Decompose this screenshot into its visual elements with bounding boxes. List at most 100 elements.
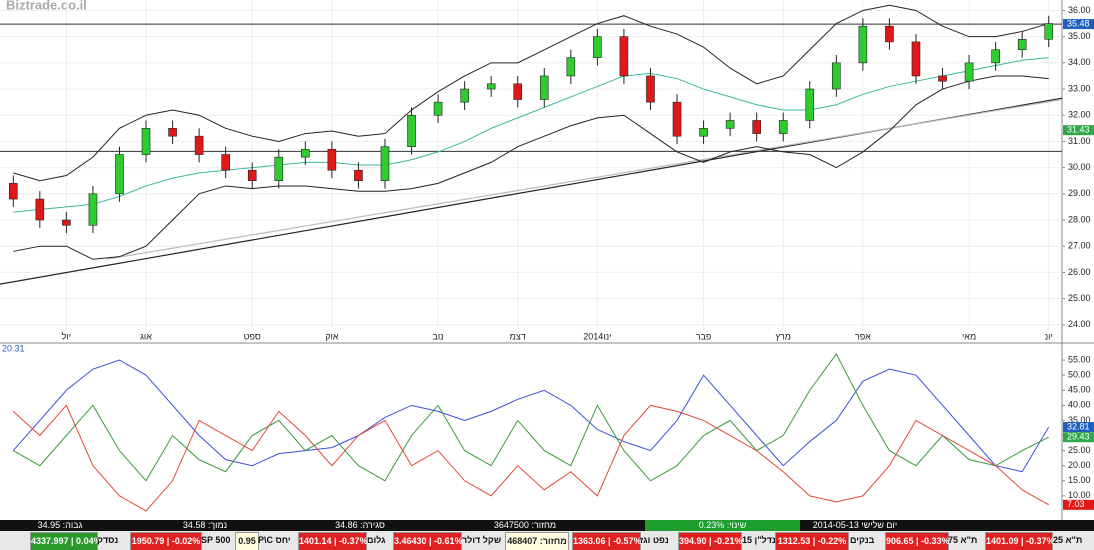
- candle-body: [247, 169, 257, 182]
- candle-body: [699, 128, 708, 137]
- candle-body: [407, 114, 416, 147]
- ticker-name: שקל דולר: [462, 535, 502, 545]
- ticker-value: 4337.997 | 0.04%: [30, 532, 102, 550]
- candle-body: [725, 120, 735, 129]
- indicator-line: [12, 404, 1049, 512]
- info-item: מחזור: 3647500: [493, 520, 557, 530]
- ticker-value: 0.95: [235, 532, 259, 550]
- candle-body: [832, 62, 841, 90]
- candle-body: [460, 88, 469, 103]
- candle-body: [194, 135, 204, 155]
- candle-body: [752, 120, 761, 134]
- indicator-line: [12, 359, 1050, 473]
- candle-body: [88, 193, 98, 226]
- y-tick-label: 50.00: [1068, 370, 1091, 380]
- candle-body: [964, 62, 974, 82]
- ticker-value: מחזור: 468407: [505, 532, 569, 550]
- candle-body: [221, 154, 230, 171]
- x-tick-label: אוק: [325, 331, 339, 341]
- candle-body: [168, 128, 177, 137]
- value-badge: [1063, 125, 1094, 136]
- ticker-value: 1401.14 | -0.37%: [298, 532, 368, 550]
- candle-body: [274, 156, 284, 182]
- ticker-value: 1312.53 | -0.22%: [775, 532, 849, 550]
- value-badge: [1063, 19, 1094, 30]
- info-item: סגירה: 34.86: [335, 520, 385, 530]
- candle-body: [885, 25, 894, 43]
- value-badge-label: 31.43: [1067, 125, 1090, 135]
- y-tick-label: 25.00: [1068, 293, 1091, 303]
- value-badge-label: 29.43: [1067, 432, 1090, 442]
- candle-body: [539, 75, 549, 100]
- candle-body: [327, 148, 337, 171]
- y-tick-label: 32.00: [1068, 110, 1091, 120]
- candle-body: [991, 49, 1000, 64]
- ticker-name: נדל"ן 15: [742, 535, 776, 545]
- ticker-name: ת"א 75: [948, 535, 978, 545]
- ticker-name: ת"א 25: [1053, 535, 1083, 545]
- y-tick-label: 25.00: [1068, 445, 1091, 455]
- y-tick-label: 29.00: [1068, 188, 1091, 198]
- y-tick-label: 28.00: [1068, 214, 1091, 224]
- ticker-name: יחס P\C: [258, 535, 291, 545]
- value-badge: [1063, 432, 1094, 443]
- ticker-name: נפט וגז: [640, 535, 669, 545]
- band-line: [13, 4, 1049, 182]
- candle-body: [672, 101, 682, 137]
- y-tick-label: 24.00: [1068, 319, 1091, 329]
- x-tick-label: יונ: [1045, 331, 1053, 341]
- candle-body: [1017, 38, 1027, 51]
- x-tick-label: מאי: [962, 331, 976, 341]
- ticker-value: 3.46430 | -0.61%: [393, 532, 463, 550]
- y-tick-label: 33.00: [1068, 83, 1091, 93]
- indicator-line: [13, 353, 1049, 482]
- info-item: נמוך: 34.58: [182, 520, 228, 530]
- ticker-value: 394.90 | -0.21%: [678, 532, 743, 550]
- x-tick-label: דצמ: [510, 331, 526, 341]
- value-badge: [1063, 422, 1094, 433]
- y-tick-label: 31.00: [1068, 136, 1091, 146]
- x-tick-label: מרץ: [775, 331, 791, 341]
- info-strip: [0, 520, 1094, 532]
- ticker-value: 1363.06 | -0.57%: [572, 532, 642, 550]
- candle-body: [858, 25, 868, 64]
- candle-body: [35, 198, 45, 221]
- candle-body: [62, 219, 71, 226]
- value-badge: [1063, 499, 1094, 510]
- chart: Biztrade.co.il 24.0025.0026.0027.0028.00…: [0, 0, 1094, 520]
- info-item: יום שלישי 2014-05-13: [812, 520, 898, 530]
- y-tick-label: 55.00: [1068, 354, 1091, 364]
- ticker-value: 1401.09 | -0.37%: [985, 532, 1055, 550]
- ticker-value: 1950.79 | -0.02%: [130, 532, 202, 550]
- candle-body: [354, 169, 363, 182]
- candle-body: [513, 83, 523, 100]
- ticker-name: בנקים: [850, 535, 875, 545]
- candle-body: [433, 101, 443, 116]
- y-tick-label: 26.00: [1068, 267, 1091, 277]
- ticker-name: נסדק: [97, 535, 119, 545]
- candle-body: [301, 148, 310, 158]
- candle-body: [115, 154, 124, 195]
- candle-body: [646, 75, 655, 103]
- ticker-name: גלום: [367, 535, 386, 545]
- value-badge-label: 35.48: [1067, 18, 1090, 28]
- candle-body: [1044, 23, 1054, 40]
- candle-body: [380, 146, 390, 182]
- candle-body: [141, 128, 151, 155]
- candle-body: [911, 41, 921, 77]
- candle-body: [938, 75, 947, 82]
- y-tick-label: 40.00: [1068, 400, 1091, 410]
- value-badge-label: 32.81: [1067, 421, 1090, 431]
- band-line: [13, 57, 1049, 213]
- y-tick-label: 36.00: [1068, 5, 1091, 15]
- candle-body: [619, 36, 629, 77]
- band-line: [13, 75, 1049, 260]
- trend-line: [106, 98, 1063, 260]
- y-tick-label: 15.00: [1068, 475, 1091, 485]
- y-tick-label: 27.00: [1068, 241, 1091, 251]
- y-tick-label: 35.00: [1068, 31, 1091, 41]
- info-item: גבוה: 34.95: [37, 520, 83, 530]
- y-tick-label: 10.00: [1068, 490, 1091, 500]
- y-tick-label: 20.00: [1068, 460, 1091, 470]
- x-tick-label: ספט: [244, 331, 261, 341]
